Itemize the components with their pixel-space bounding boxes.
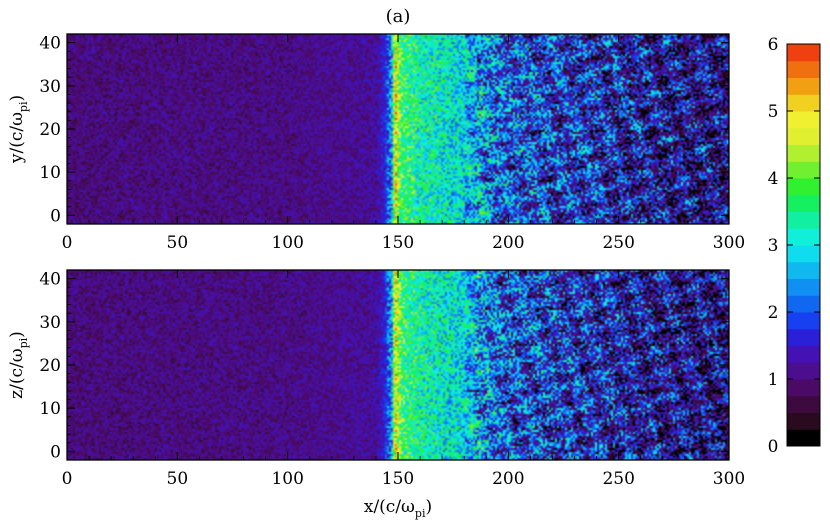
- colorbar-band: [787, 412, 820, 430]
- y-tick-label: 10: [39, 399, 61, 419]
- colorbar-band: [787, 312, 820, 330]
- colorbar-band: [787, 211, 820, 229]
- colorbar-bands: [787, 44, 820, 447]
- panel-top: 0 50 100 150 200 250 300 0 10 20 30 40 y/(c/ωpi): [7, 33, 745, 253]
- y-axis-top: 0 10 20 30 40: [39, 34, 729, 226]
- colorbar-tick-label: 4: [768, 169, 779, 189]
- heatmap-top-field: [67, 34, 729, 224]
- y-tick-label: 20: [39, 120, 61, 140]
- y-tick-label: 0: [50, 442, 61, 462]
- y-tick-label: 40: [39, 270, 61, 290]
- y-tick-label: 30: [39, 77, 61, 97]
- colorbar-band: [787, 44, 820, 62]
- colorbar-band: [787, 178, 820, 196]
- y-tick-label: 10: [39, 163, 61, 183]
- colorbar-ticks: 0 1 2 3 4 5 6: [768, 35, 820, 457]
- x-tick-label: 100: [271, 233, 303, 253]
- colorbar-band: [787, 395, 820, 413]
- x-tick-label: 100: [271, 469, 303, 489]
- x-tick-label: 0: [62, 233, 73, 253]
- colorbar-band: [787, 60, 820, 78]
- y-tick-label: 30: [39, 313, 61, 333]
- y-axis-label-bottom: z/(c/ωpi): [7, 331, 30, 399]
- x-tick-label: 50: [167, 469, 189, 489]
- colorbar-tick-label: 6: [768, 35, 779, 55]
- y-tick-label: 40: [39, 34, 61, 54]
- x-axis-bottom: 0 50 100 150 200 250 300: [62, 270, 745, 489]
- y-axis-label-top: y/(c/ωpi): [7, 95, 30, 164]
- colorbar-band: [787, 228, 820, 246]
- x-tick-label: 250: [602, 469, 634, 489]
- colorbar-band: [787, 111, 820, 129]
- colorbar-band: [787, 278, 820, 296]
- colorbar-band: [787, 77, 820, 95]
- chart-title: (a): [386, 6, 411, 27]
- x-tick-label: 150: [382, 233, 414, 253]
- colorbar-band: [787, 161, 820, 179]
- colorbar-tick-label: 5: [768, 102, 779, 122]
- colorbar-band: [787, 345, 820, 363]
- colorbar: 0 1 2 3 4 5 6: [768, 35, 821, 457]
- colorbar-band: [787, 127, 820, 145]
- y-tick-label: 0: [50, 206, 61, 226]
- colorbar-band: [787, 379, 820, 397]
- x-tick-label: 0: [62, 469, 73, 489]
- colorbar-tick-label: 0: [768, 437, 779, 457]
- x-tick-label: 200: [492, 469, 524, 489]
- x-tick-label: 250: [602, 233, 634, 253]
- colorbar-band: [787, 144, 820, 162]
- colorbar-tick-label: 1: [768, 370, 779, 390]
- x-tick-label: 50: [167, 233, 189, 253]
- x-axis-label-bottom: x/(c/ωpi): [364, 497, 432, 520]
- x-tick-label: 300: [713, 233, 745, 253]
- heatmap-bottom-field: [67, 270, 729, 460]
- x-tick-label: 300: [713, 469, 745, 489]
- colorbar-tick-label: 3: [768, 236, 779, 256]
- colorbar-band: [787, 328, 820, 346]
- colorbar-band: [787, 429, 820, 447]
- colorbar-band: [787, 295, 820, 313]
- colorbar-band: [787, 261, 820, 279]
- colorbar-band: [787, 94, 820, 112]
- colorbar-tick-label: 2: [768, 303, 779, 323]
- y-tick-label: 20: [39, 356, 61, 376]
- y-axis-bottom: 0 10 20 30 40: [39, 270, 729, 462]
- colorbar-band: [787, 194, 820, 212]
- panel-bottom: 0 50 100 150 200 250 300 0 10 20 30 40 z/(c/ωpi) x…: [7, 269, 745, 520]
- colorbar-band: [787, 362, 820, 380]
- x-axis-top: 0 50 100 150 200 250 300: [62, 34, 745, 253]
- x-tick-label: 150: [382, 469, 414, 489]
- x-tick-label: 200: [492, 233, 524, 253]
- colorbar-band: [787, 245, 820, 263]
